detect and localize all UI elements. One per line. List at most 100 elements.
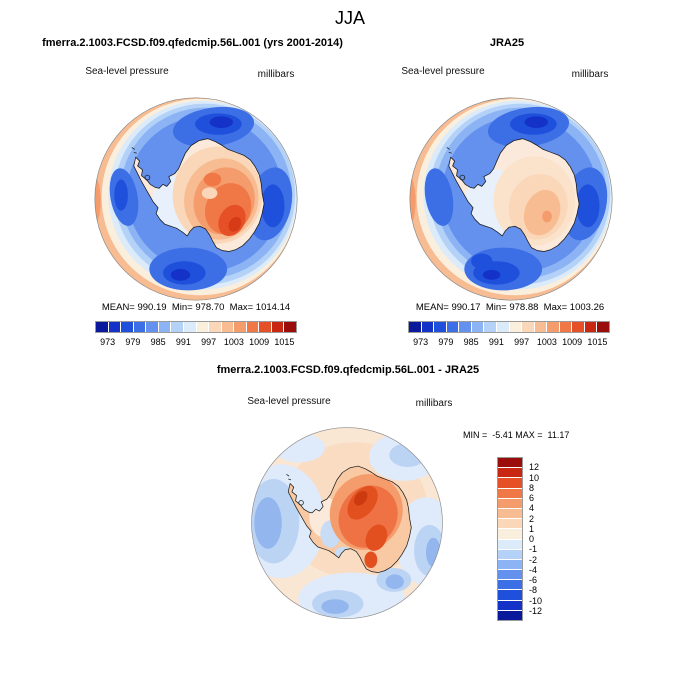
colorbar-cell bbox=[498, 559, 522, 570]
colorbar-cell bbox=[434, 322, 446, 332]
colorbar-boundary-label: 10 bbox=[529, 472, 540, 483]
colorbar-cell bbox=[446, 322, 459, 332]
colorbar-boundary-label: 2 bbox=[529, 513, 535, 524]
colorbar-cell bbox=[96, 322, 108, 332]
colorbar-cell bbox=[246, 322, 259, 332]
difference-map bbox=[251, 427, 443, 619]
colorbar-cell bbox=[271, 322, 284, 332]
colorbar-cell bbox=[498, 498, 522, 508]
model-map bbox=[94, 97, 298, 301]
colorbar-cell bbox=[498, 580, 522, 590]
reference-units-label: millibars bbox=[571, 69, 609, 80]
colorbar-cell bbox=[108, 322, 121, 332]
difference-colorbar-labels: 12 10 8 6 4 2 1 0 -1 -2 -4 -6 -8 -10 -12 bbox=[529, 457, 553, 621]
colorbar-cell bbox=[498, 529, 522, 539]
reference-stats: MEAN= 990.17 Min= 978.88 Max= 1003.26 bbox=[415, 302, 605, 313]
colorbar-tick-label: 973 bbox=[100, 337, 116, 347]
model-islands bbox=[131, 147, 137, 154]
colorbar-tick-label: 1015 bbox=[274, 337, 295, 347]
colorbar-cell bbox=[498, 458, 522, 468]
reference-map bbox=[409, 97, 613, 301]
colorbar-tick-label: 991 bbox=[175, 337, 191, 347]
difference-field-label: Sea-level pressure bbox=[247, 396, 331, 407]
colorbar-cell bbox=[133, 322, 146, 332]
colorbar-cell bbox=[409, 322, 421, 332]
difference-units-label: millibars bbox=[415, 398, 453, 409]
colorbar-cell bbox=[234, 322, 246, 332]
colorbar-cell bbox=[259, 322, 271, 332]
colorbar-cell bbox=[183, 322, 196, 332]
reference-islands bbox=[446, 147, 452, 154]
colorbar-boundary-label: 0 bbox=[529, 534, 535, 544]
colorbar-cell bbox=[584, 322, 597, 332]
reference-field-label: Sea-level pressure bbox=[401, 66, 485, 77]
colorbar-cell bbox=[471, 322, 484, 332]
colorbar-cell bbox=[522, 322, 534, 332]
colorbar-cell bbox=[534, 322, 547, 332]
model-stats: MEAN= 990.19 Min= 978.70 Max= 1014.14 bbox=[101, 302, 291, 313]
colorbar-cell bbox=[498, 468, 522, 478]
colorbar-tick-label: 997 bbox=[514, 337, 530, 347]
reference-colorbar-ticks: 973 979 985 991 997 1003 1009 1015 bbox=[408, 337, 610, 349]
colorbar-cell bbox=[284, 322, 296, 332]
model-colorbar-ticks: 973 979 985 991 997 1003 1009 1015 bbox=[95, 337, 297, 349]
colorbar-cell bbox=[498, 570, 522, 580]
difference-islands bbox=[286, 474, 292, 481]
colorbar-cell bbox=[547, 322, 559, 332]
colorbar-cell bbox=[498, 519, 522, 529]
colorbar-tick-label: 985 bbox=[463, 337, 479, 347]
colorbar-boundary-label: -8 bbox=[529, 585, 538, 596]
colorbar-boundary-label: 1 bbox=[529, 523, 535, 534]
difference-map-boundary bbox=[251, 427, 443, 619]
colorbar-tick-label: 1015 bbox=[587, 337, 608, 347]
colorbar-cell bbox=[498, 600, 522, 610]
colorbar-boundary-label: -1 bbox=[529, 544, 538, 555]
colorbar-cell bbox=[597, 322, 609, 332]
colorbar-cell bbox=[572, 322, 584, 332]
colorbar-boundary-label: -4 bbox=[529, 564, 538, 575]
colorbar-cell bbox=[459, 322, 471, 332]
colorbar-boundary-label: -2 bbox=[529, 554, 538, 565]
colorbar-cell bbox=[559, 322, 572, 332]
figure-title: JJA bbox=[334, 8, 365, 28]
colorbar-cell bbox=[146, 322, 158, 332]
difference-colorbar bbox=[497, 457, 523, 621]
colorbar-cell bbox=[498, 590, 522, 600]
colorbar-boundary-label: -10 bbox=[529, 595, 543, 606]
difference-stats: MIN = -5.41 MAX = 11.17 bbox=[463, 430, 570, 440]
colorbar-tick-label: 1009 bbox=[562, 337, 583, 347]
colorbar-cell bbox=[484, 322, 496, 332]
colorbar-cell bbox=[421, 322, 434, 332]
model-colorbar bbox=[95, 321, 297, 333]
colorbar-tick-label: 997 bbox=[201, 337, 217, 347]
reference-panel-title: JRA25 bbox=[489, 37, 525, 49]
colorbar-tick-label: 973 bbox=[413, 337, 429, 347]
colorbar-boundary-label: 12 bbox=[529, 462, 540, 473]
colorbar-cell bbox=[121, 322, 133, 332]
colorbar-cell bbox=[498, 488, 522, 498]
colorbar-tick-label: 1009 bbox=[249, 337, 270, 347]
colorbar-boundary-label: 4 bbox=[529, 503, 535, 514]
colorbar-cell bbox=[196, 322, 209, 332]
model-field-label: Sea-level pressure bbox=[85, 66, 169, 77]
colorbar-tick-label: 985 bbox=[150, 337, 166, 347]
colorbar-cell bbox=[498, 539, 522, 549]
colorbar-tick-label: 979 bbox=[438, 337, 454, 347]
reference-map-boundary bbox=[409, 97, 613, 301]
colorbar-cell bbox=[209, 322, 221, 332]
colorbar-boundary-label: 6 bbox=[529, 493, 535, 503]
model-units-label: millibars bbox=[257, 69, 295, 80]
model-map-boundary bbox=[94, 97, 298, 301]
colorbar-cell bbox=[498, 549, 522, 559]
colorbar-cell bbox=[498, 508, 522, 519]
colorbar-cell bbox=[509, 322, 522, 332]
colorbar-boundary-label: -6 bbox=[529, 575, 538, 585]
colorbar-tick-label: 991 bbox=[488, 337, 504, 347]
colorbar-tick-label: 979 bbox=[125, 337, 141, 347]
difference-panel-title: fmerra.2.1003.FCSD.f09.qfedcmip.56L.001 … bbox=[216, 364, 480, 376]
reference-colorbar bbox=[408, 321, 610, 333]
colorbar-cell bbox=[221, 322, 234, 332]
colorbar-cell bbox=[498, 610, 522, 620]
colorbar-cell bbox=[496, 322, 509, 332]
